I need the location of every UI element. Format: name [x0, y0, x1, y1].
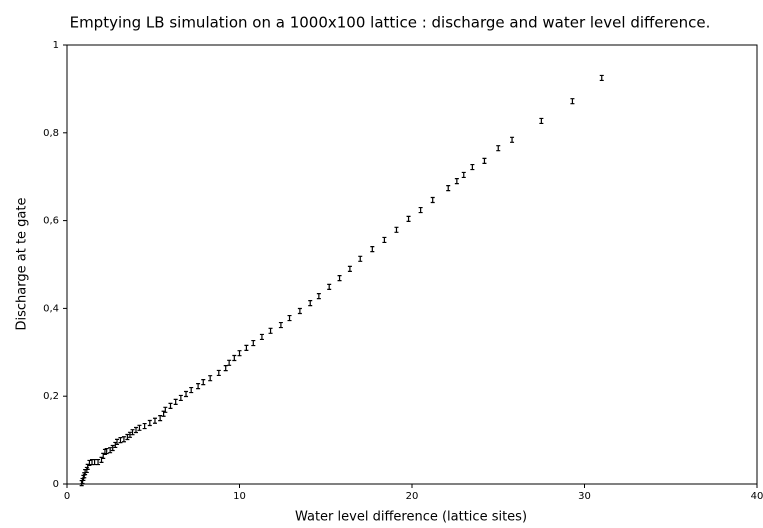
- point: [96, 458, 101, 466]
- point: [152, 417, 157, 424]
- point: [137, 424, 142, 431]
- point: [406, 215, 411, 222]
- point: [510, 136, 515, 143]
- point: [454, 177, 459, 185]
- point: [244, 344, 249, 352]
- point: [251, 339, 256, 347]
- point: [115, 438, 120, 445]
- point: [287, 314, 292, 322]
- point: [496, 145, 501, 152]
- x-tick-label: 20: [406, 491, 419, 502]
- point: [196, 383, 201, 390]
- point: [208, 375, 213, 382]
- point: [108, 447, 113, 454]
- x-axis-label: Water level difference (lattice sites): [295, 510, 527, 525]
- point: [104, 447, 109, 455]
- x-tick-label: 30: [578, 491, 591, 502]
- y-tick-label: 1: [53, 40, 59, 51]
- point: [570, 98, 575, 105]
- point: [327, 283, 332, 290]
- point: [370, 246, 375, 253]
- y-tick-label: 0,4: [43, 303, 59, 314]
- point: [142, 422, 147, 430]
- point: [130, 429, 135, 436]
- point: [316, 293, 321, 300]
- y-tick-label: 0,2: [43, 391, 59, 402]
- point: [87, 459, 92, 467]
- point: [430, 196, 435, 204]
- point: [147, 419, 152, 427]
- y-tick-label: 0: [53, 479, 59, 490]
- point: [110, 444, 115, 452]
- y-axis-label: Discharge at te gate: [15, 198, 30, 331]
- point: [278, 321, 283, 329]
- point: [189, 386, 194, 394]
- point: [394, 226, 399, 233]
- point: [158, 415, 163, 422]
- x-tick-label: 10: [233, 491, 246, 502]
- point: [599, 74, 604, 82]
- point: [268, 327, 273, 334]
- point: [470, 163, 475, 171]
- point: [223, 365, 228, 372]
- point: [134, 426, 138, 434]
- point: [358, 255, 363, 262]
- point: [163, 406, 168, 413]
- point: [118, 437, 123, 444]
- point: [121, 436, 126, 443]
- point: [173, 398, 178, 406]
- point: [184, 390, 189, 398]
- point: [127, 431, 132, 438]
- point: [482, 157, 487, 164]
- chart-title: Emptying LB simulation on a 1000x100 lat…: [70, 14, 711, 32]
- point: [168, 402, 173, 409]
- point: [92, 458, 97, 466]
- x-tick-label: 0: [64, 491, 70, 502]
- point: [259, 333, 264, 341]
- point: [227, 359, 232, 366]
- point: [418, 206, 423, 214]
- point: [446, 185, 451, 192]
- point: [347, 265, 352, 272]
- y-tick-label: 0,6: [43, 216, 59, 227]
- point: [308, 300, 313, 307]
- point: [382, 236, 387, 244]
- point: [201, 379, 206, 386]
- x-tick-label: 40: [751, 491, 763, 502]
- point: [216, 369, 221, 377]
- point: [461, 171, 466, 179]
- point: [232, 354, 237, 362]
- point: [178, 394, 183, 402]
- y-tick-label: 0,8: [43, 128, 59, 139]
- point: [297, 307, 302, 315]
- point: [237, 350, 242, 357]
- point: [125, 433, 130, 441]
- point: [539, 117, 544, 125]
- point: [337, 275, 342, 282]
